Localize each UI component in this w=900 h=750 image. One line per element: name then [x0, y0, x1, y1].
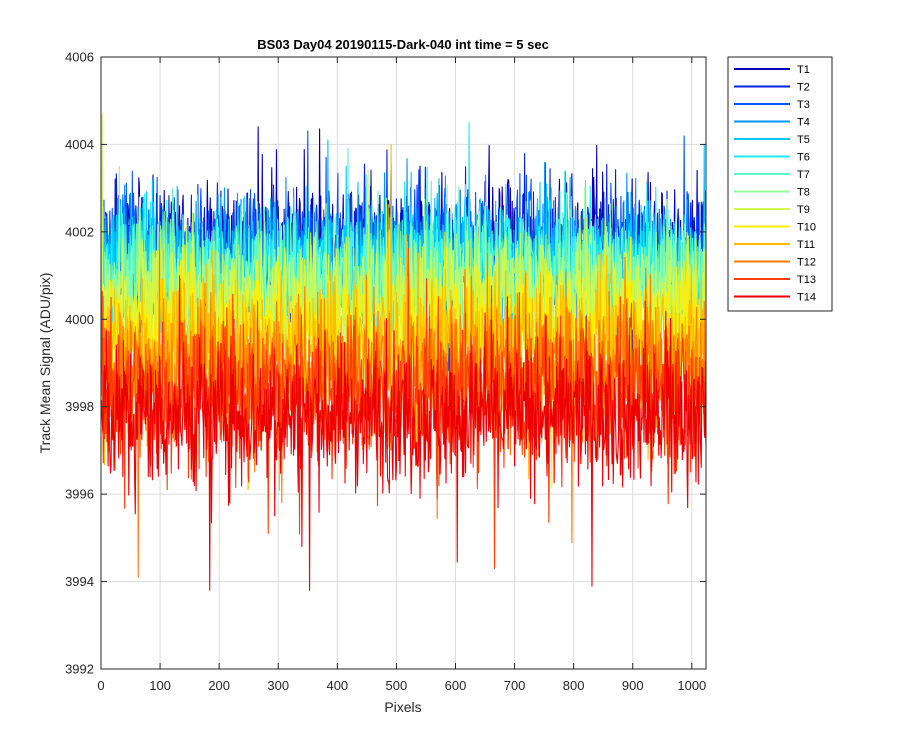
legend: T1 T2 T3 T4 T5 T6 T7 T8 T9 T10 T11 T12 T13 T14	[727, 56, 833, 312]
x-tick-label: 300	[267, 678, 289, 693]
x-tick-label: 100	[149, 678, 171, 693]
legend-entry-t2: T2	[797, 82, 810, 94]
y-tick-label: 4006	[65, 50, 94, 65]
plot-lines	[101, 113, 707, 591]
y-axis-label: Track Mean Signal (ADU/pix)	[37, 273, 53, 454]
ticks: 0 100 200 300 400 500 600 700 800 900 1000 3992 3994…	[65, 50, 706, 694]
legend-entry-t5: T5	[797, 134, 810, 146]
legend-entry-t3: T3	[797, 99, 810, 111]
legend-box	[727, 56, 833, 312]
legend-entry-t14: T14	[797, 292, 816, 304]
x-tick-label: 900	[622, 678, 644, 693]
y-tick-label: 3998	[65, 399, 94, 414]
legend-entry-t13: T13	[797, 274, 816, 286]
legend-entry-t7: T7	[797, 169, 810, 181]
legend-entry-t9: T9	[797, 204, 810, 216]
x-tick-label: 0	[97, 678, 104, 693]
chart-title: BS03 Day04 20190115-Dark-040 int time = …	[257, 37, 549, 52]
y-tick-label: 3996	[65, 487, 94, 502]
legend-entry-t12: T12	[797, 257, 816, 269]
x-tick-label: 1000	[677, 678, 706, 693]
x-tick-label: 600	[445, 678, 467, 693]
legend-entry-t6: T6	[797, 152, 810, 164]
legend-entry-t4: T4	[797, 117, 810, 129]
x-tick-label: 500	[386, 678, 408, 693]
legend-entry-t8: T8	[797, 187, 810, 199]
axes-box	[100, 56, 707, 670]
legend-entry-t11: T11	[797, 239, 815, 251]
x-axis-label: Pixels	[384, 699, 421, 715]
series-line-t11	[101, 143, 707, 491]
x-tick-label: 700	[504, 678, 526, 693]
legend-entry-t1: T1	[797, 64, 810, 76]
x-tick-label: 400	[326, 678, 348, 693]
series-line-t14	[101, 275, 707, 591]
y-tick-label: 4000	[65, 312, 94, 327]
y-tick-label: 3994	[65, 574, 94, 589]
x-tick-label: 200	[208, 678, 230, 693]
x-tick-label: 800	[563, 678, 585, 693]
y-tick-label: 4002	[65, 224, 94, 239]
y-tick-label: 4004	[65, 137, 94, 152]
legend-entry-t10: T10	[797, 222, 816, 234]
y-tick-label: 3992	[65, 662, 94, 677]
